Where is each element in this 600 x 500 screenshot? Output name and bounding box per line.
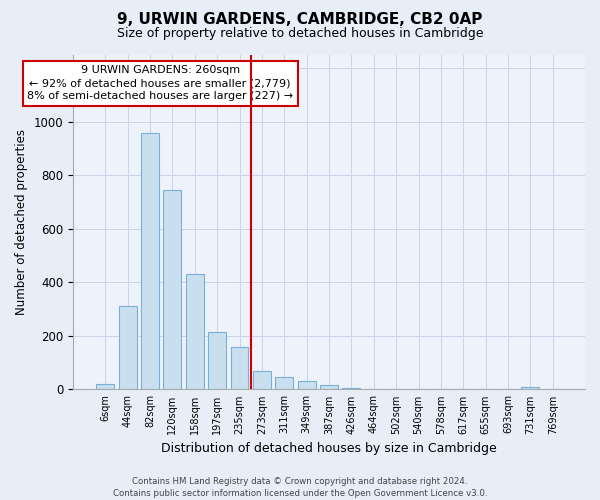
Text: 9 URWIN GARDENS: 260sqm
← 92% of detached houses are smaller (2,779)
8% of semi-: 9 URWIN GARDENS: 260sqm ← 92% of detache… — [27, 65, 293, 102]
Bar — [96, 384, 114, 390]
Bar — [186, 274, 204, 390]
X-axis label: Distribution of detached houses by size in Cambridge: Distribution of detached houses by size … — [161, 442, 497, 455]
Bar — [208, 332, 226, 390]
Bar — [163, 190, 181, 390]
Bar — [275, 378, 293, 390]
Bar — [141, 132, 159, 390]
Bar — [230, 346, 248, 390]
Bar — [365, 388, 383, 390]
Bar — [521, 388, 539, 390]
Bar — [298, 382, 316, 390]
Bar — [119, 306, 137, 390]
Bar — [343, 388, 361, 390]
Bar — [253, 370, 271, 390]
Text: Size of property relative to detached houses in Cambridge: Size of property relative to detached ho… — [117, 28, 483, 40]
Y-axis label: Number of detached properties: Number of detached properties — [15, 129, 28, 315]
Text: 9, URWIN GARDENS, CAMBRIDGE, CB2 0AP: 9, URWIN GARDENS, CAMBRIDGE, CB2 0AP — [118, 12, 482, 28]
Bar — [320, 386, 338, 390]
Text: Contains HM Land Registry data © Crown copyright and database right 2024.
Contai: Contains HM Land Registry data © Crown c… — [113, 476, 487, 498]
